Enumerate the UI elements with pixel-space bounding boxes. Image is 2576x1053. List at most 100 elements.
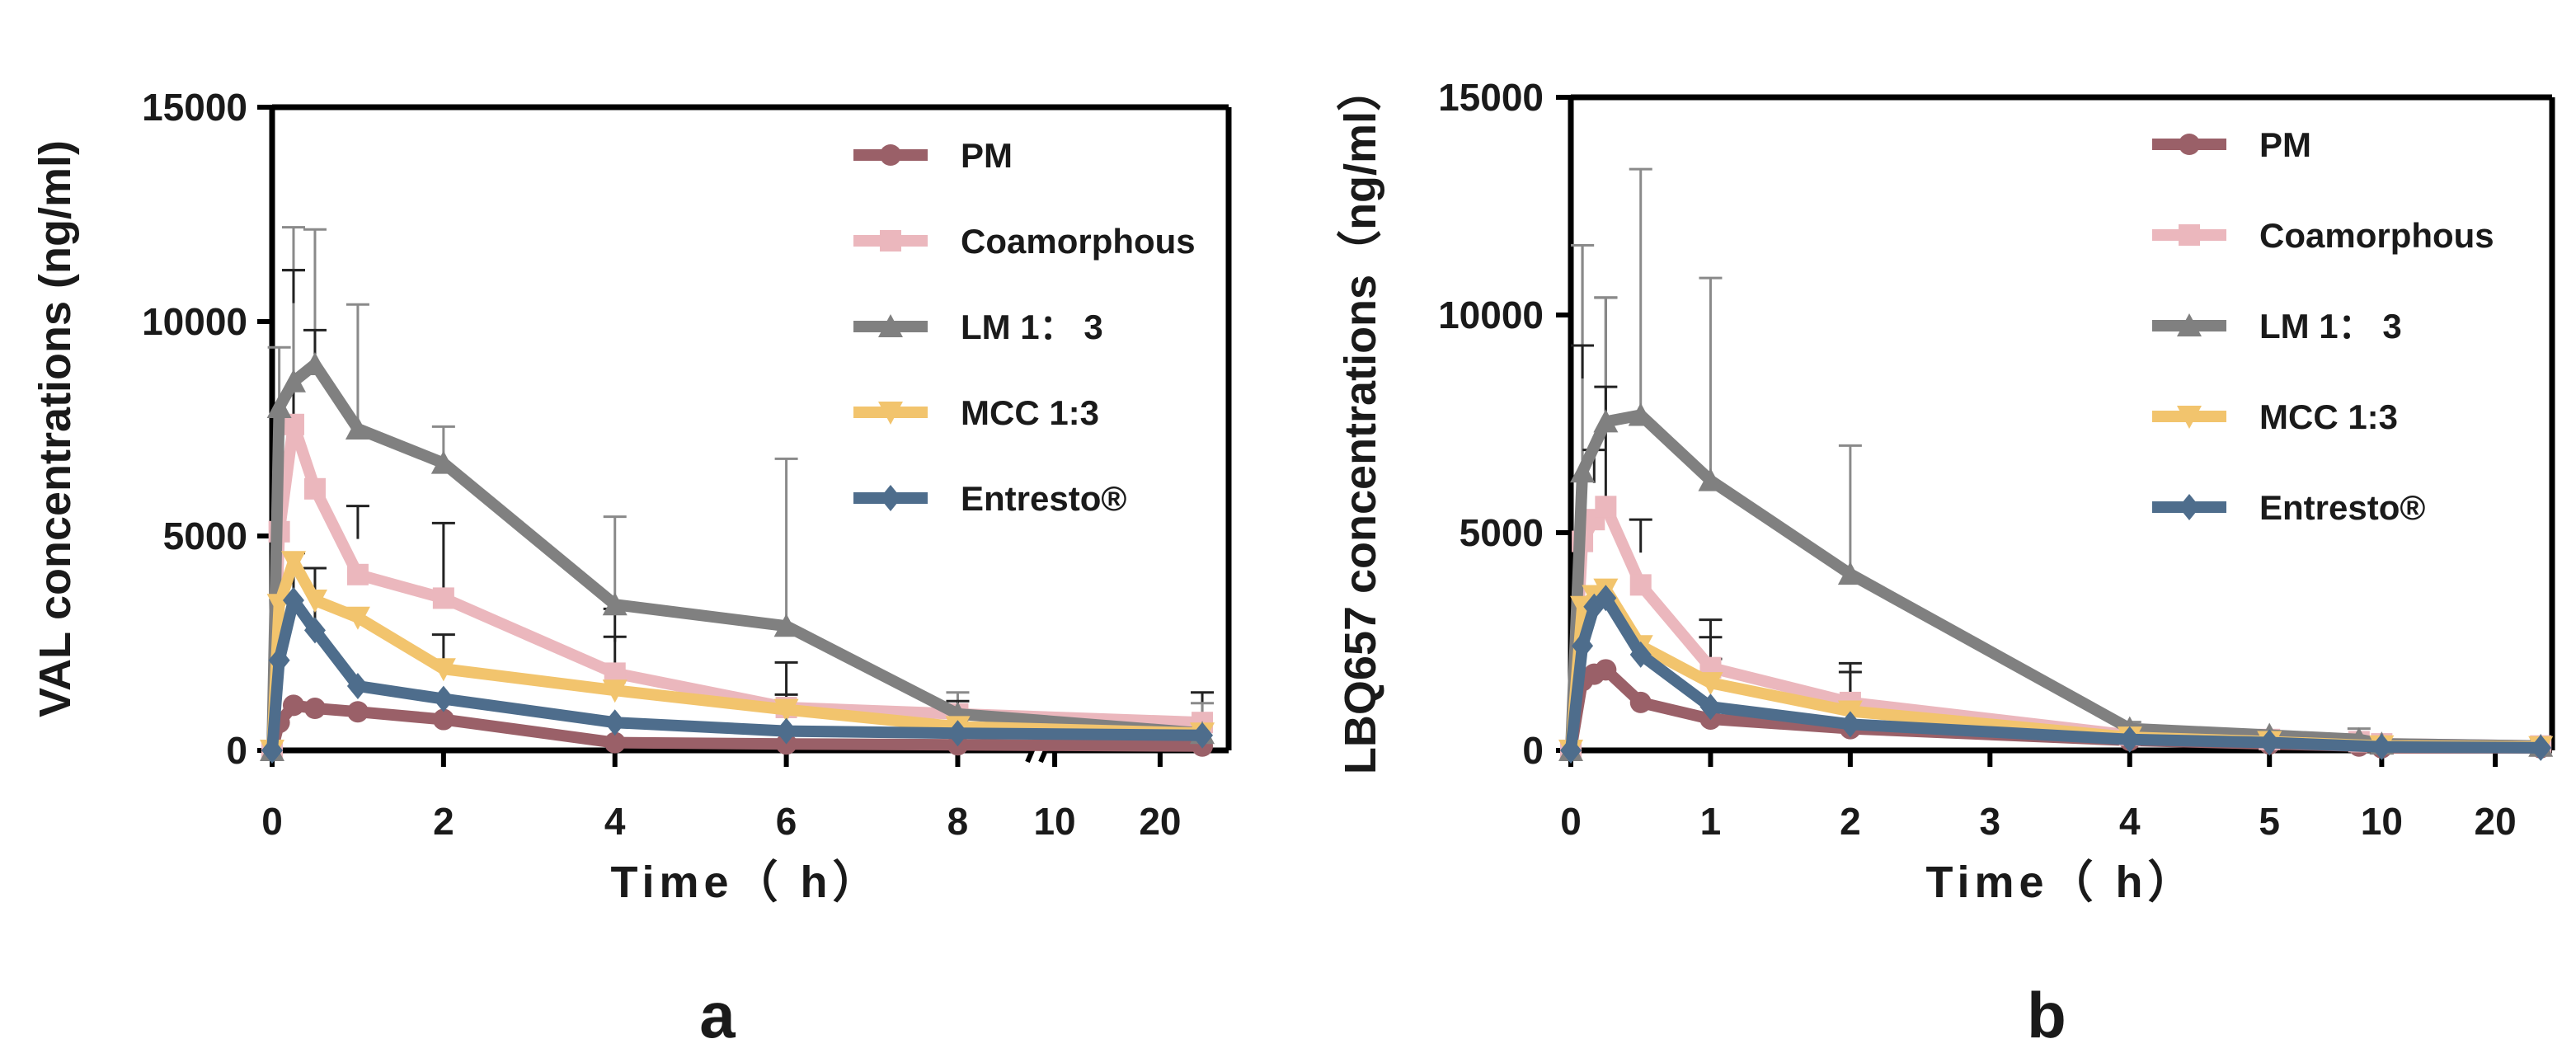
x-tick-label: 1 xyxy=(1700,800,1722,843)
x-tick-label: 6 xyxy=(776,800,797,843)
legend-label-lm-1-3: LM 1： 3 xyxy=(961,308,1103,346)
data-point-mcc-1-3 xyxy=(602,679,628,703)
x-tick-label: 0 xyxy=(261,800,283,843)
data-point-entresto xyxy=(282,587,304,613)
legend-label-lm-1-3: LM 1： 3 xyxy=(2259,307,2402,346)
x-axis-label-a: Time（ h） xyxy=(610,858,881,907)
data-point-mcc-1-3 xyxy=(302,590,327,613)
data-point-mcc-1-3 xyxy=(280,551,306,575)
y-axis-label-b: LBQ657 concentrations（ng/ml） xyxy=(1336,67,1385,774)
legend-swatch-marker-mcc-1-3 xyxy=(878,402,903,425)
panel-label-a: a xyxy=(699,979,736,1051)
panel-label-b: b xyxy=(2027,979,2066,1051)
legend-swatch-marker-lm-1-3 xyxy=(878,314,903,337)
data-point-mcc-1-3 xyxy=(345,606,370,630)
data-point-entresto xyxy=(1192,722,1214,749)
data-point-entresto xyxy=(1839,711,1861,738)
data-point-lm-1-3 xyxy=(1570,459,1596,483)
series-line-mcc-1-3 xyxy=(266,556,1209,756)
data-point-coamorphous xyxy=(432,587,454,609)
legend-swatch-marker-pm xyxy=(880,144,901,166)
data-point-entresto xyxy=(2118,726,2141,753)
legend-swatch-marker-mcc-1-3 xyxy=(2177,406,2202,429)
series-line-entresto xyxy=(266,595,1209,756)
legend-label-coamorphous: Coamorphous xyxy=(961,222,1196,261)
data-point-mcc-1-3 xyxy=(430,658,456,682)
legend-swatch-marker-lm-1-3 xyxy=(2177,313,2202,336)
data-point-entresto xyxy=(346,673,369,699)
legend-swatch-marker-pm xyxy=(2179,134,2200,155)
x-tick-label: 20 xyxy=(1139,800,1181,843)
x-tick-label: 4 xyxy=(2119,800,2141,843)
legend-label-mcc-1-3: MCC 1:3 xyxy=(2259,397,2398,436)
data-point-entresto xyxy=(261,737,283,764)
data-point-entresto xyxy=(1572,632,1594,660)
y-tick-label: 15000 xyxy=(142,86,247,129)
data-point-lm-1-3 xyxy=(1593,409,1619,433)
x-tick-label: 8 xyxy=(947,800,969,843)
data-point-entresto xyxy=(1699,693,1722,721)
data-point-entresto xyxy=(775,717,797,745)
y-tick-label: 15000 xyxy=(1438,76,1544,119)
x-tick-label: 10 xyxy=(2361,800,2403,843)
data-point-lm-1-3 xyxy=(1837,562,1863,585)
legend-label-pm: PM xyxy=(961,136,1013,175)
chart-panel-b: b Time（ h） LBQ657 concentrations（ng/ml） … xyxy=(1336,67,2555,1051)
data-point-pm xyxy=(282,694,304,717)
data-point-entresto xyxy=(432,685,454,712)
legend-label-entresto: Entresto® xyxy=(2259,488,2425,527)
data-point-mcc-1-3 xyxy=(1698,672,1723,696)
data-point-pm xyxy=(346,701,369,723)
legend-label-pm: PM xyxy=(2259,125,2311,164)
data-point-coamorphous xyxy=(346,563,369,585)
data-point-lm-1-3 xyxy=(1628,402,1653,426)
y-axis-label-a: VAL concentrations (ng/ml) xyxy=(31,140,80,717)
series-line-pm xyxy=(266,699,1209,756)
legend-swatch-marker-coamorphous xyxy=(880,230,901,251)
y-tick-label: 10000 xyxy=(142,300,247,343)
legend-label-coamorphous: Coamorphous xyxy=(2259,216,2494,255)
series-line-lm-1-3 xyxy=(1565,409,2547,756)
data-point-coamorphous xyxy=(303,477,326,500)
chart-panel-a: a Time（ h） VAL concentrations (ng/ml) 0 5… xyxy=(31,86,1232,1051)
data-point-lm-1-3 xyxy=(1698,468,1723,491)
legend-label-mcc-1-3: MCC 1:3 xyxy=(961,393,1099,432)
data-point-pm xyxy=(604,731,626,754)
x-tick-label: 10 xyxy=(1033,800,1075,843)
x-tick-label: 2 xyxy=(1840,800,1861,843)
data-point-coamorphous xyxy=(1629,574,1652,596)
data-point-lm-1-3 xyxy=(302,352,327,375)
y-tick-label: 10000 xyxy=(1438,294,1544,336)
series-line-coamorphous xyxy=(266,418,1209,756)
data-point-entresto xyxy=(947,720,969,747)
legend-swatch-marker-entresto xyxy=(2179,494,2200,520)
legend-swatch-marker-coamorphous xyxy=(2179,224,2200,246)
data-point-lm-1-3 xyxy=(345,416,370,440)
y-tick-label: 5000 xyxy=(1460,511,1544,554)
data-point-entresto xyxy=(303,617,326,644)
data-point-pm xyxy=(303,698,326,720)
x-tick-label: 2 xyxy=(433,800,454,843)
data-point-pm xyxy=(432,708,454,731)
x-tick-label: 20 xyxy=(2475,800,2517,843)
y-tick-label: 5000 xyxy=(163,515,247,557)
data-point-entresto xyxy=(2371,733,2393,760)
data-point-coamorphous xyxy=(1595,496,1617,518)
data-point-entresto xyxy=(2530,734,2552,761)
data-point-entresto xyxy=(604,709,626,736)
y-tick-label: 0 xyxy=(226,729,247,772)
x-tick-label: 4 xyxy=(604,800,626,843)
data-point-lm-1-3 xyxy=(280,369,306,393)
data-point-entresto xyxy=(1560,737,1582,764)
x-axis-label-b: Time（ h） xyxy=(1925,858,2197,907)
data-point-entresto xyxy=(2259,729,2281,756)
data-point-pm xyxy=(1595,659,1617,681)
data-point-entresto xyxy=(1629,641,1652,668)
data-point-mcc-1-3 xyxy=(773,698,799,722)
x-tick-label: 3 xyxy=(1980,800,2001,843)
data-point-lm-1-3 xyxy=(266,395,292,418)
x-tick-label: 5 xyxy=(2259,800,2280,843)
y-tick-label: 0 xyxy=(1522,729,1544,772)
x-tick-label: 0 xyxy=(1560,800,1582,843)
